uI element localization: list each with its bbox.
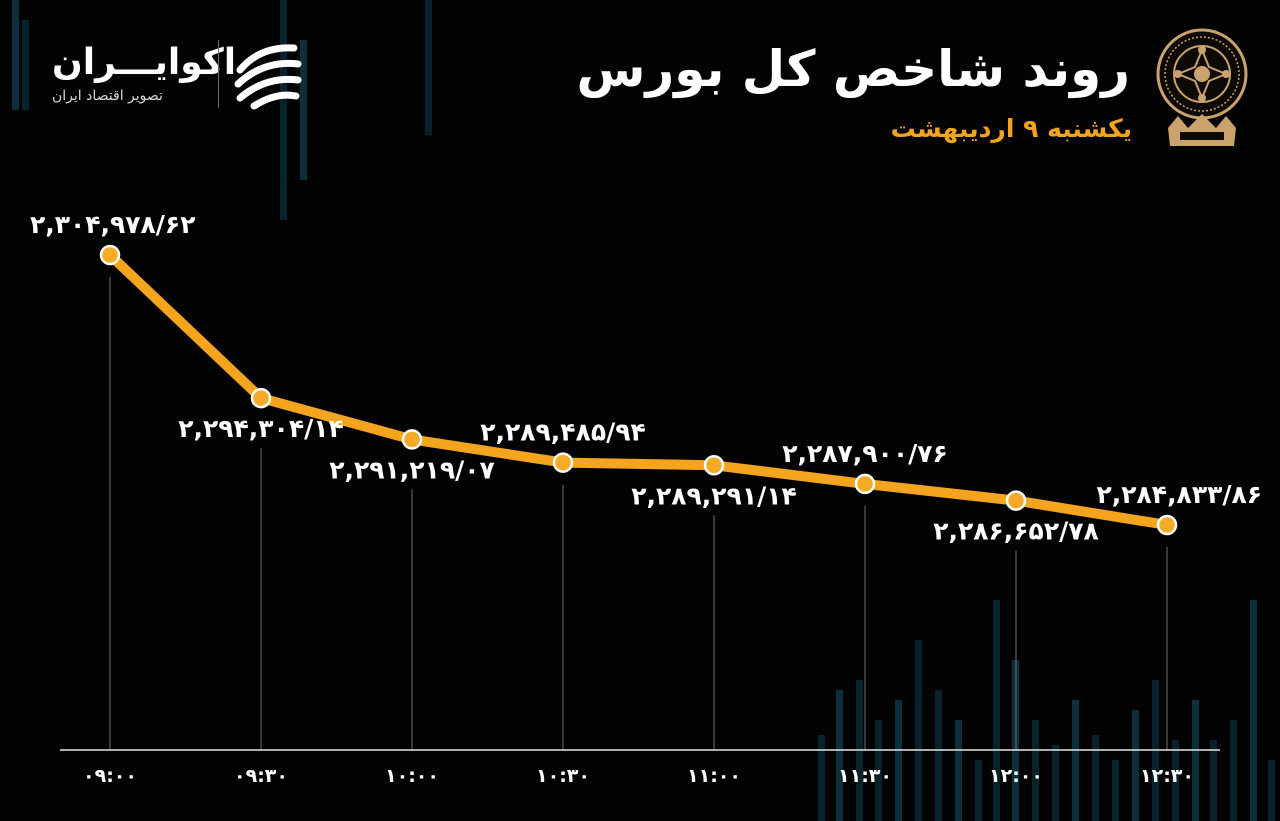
- data-label: ۲,۲۸۷,۹۰۰/۷۶: [782, 439, 947, 468]
- background-bar: [935, 690, 942, 821]
- data-point: [1156, 514, 1178, 536]
- background-bar: [895, 700, 902, 821]
- data-point: [99, 244, 121, 266]
- data-label: ۲,۲۸۹,۲۹۱/۱۴: [631, 481, 796, 510]
- data-point: [552, 452, 574, 473]
- background-bar: [915, 640, 922, 821]
- background-bar: [1132, 710, 1139, 821]
- x-tick-labels: ۰۹:۰۰ ۰۹:۳۰ ۱۰:۰۰ ۱۰:۳۰ ۱۱:۰۰ ۱۱:۳۰ ۱۲:۰۰ ۱۲:۳۰: [83, 765, 1194, 787]
- background-bar: [1210, 740, 1217, 821]
- brand-name: اکوایـــران: [52, 42, 237, 83]
- background-bar: [1072, 700, 1079, 821]
- background-bar: [1230, 720, 1237, 821]
- data-markers: [99, 244, 1178, 536]
- data-point: [250, 387, 272, 409]
- background-bar: [875, 720, 882, 821]
- background-bar: [836, 690, 843, 821]
- data-point: [854, 473, 876, 495]
- data-label: ۲,۲۹۱,۲۱۹/۰۷: [329, 455, 494, 484]
- x-tick-label: ۰۹:۳۰: [234, 765, 288, 787]
- x-tick-label: ۱۰:۰۰: [385, 765, 439, 787]
- ecoiran-logo-icon: [234, 44, 302, 110]
- background-bar: [12, 0, 19, 110]
- background-bar: [818, 735, 825, 821]
- chart-title: روند شاخص کل بورس: [576, 40, 1130, 98]
- background-bar: [300, 40, 307, 180]
- background-bar: [1192, 700, 1199, 821]
- data-label: ۲,۲۹۴,۳۰۴/۱۴: [178, 414, 343, 443]
- data-point: [1005, 490, 1027, 511]
- background-bar: [1172, 740, 1179, 821]
- background-bar: [1268, 760, 1275, 821]
- background-bar: [1250, 600, 1257, 821]
- x-tick-label: ۱۱:۳۰: [838, 765, 892, 787]
- data-point: [401, 429, 423, 450]
- background-bar: [22, 20, 29, 110]
- vertical-guide-lines: [109, 277, 1168, 750]
- data-label: ۲,۲۸۴,۸۳۳/۸۶: [1097, 480, 1262, 509]
- data-label: ۲,۳۰۴,۹۷۸/۶۲: [30, 210, 195, 239]
- x-tick-label: ۱۲:۳۰: [1140, 765, 1194, 787]
- brand-tagline: تصویر اقتصاد ایران: [52, 88, 163, 104]
- background-bar: [1052, 745, 1059, 821]
- background-bar: [280, 0, 287, 220]
- data-label: ۲,۲۸۹,۴۸۵/۹۴: [480, 418, 645, 447]
- background-bar: [975, 760, 982, 821]
- brand-divider: [218, 40, 219, 108]
- background-bar: [993, 600, 1000, 821]
- chart-date: یکشنبه ۹ اردیبهشت: [890, 114, 1132, 143]
- background-bar: [1112, 760, 1119, 821]
- data-labels: ۲,۳۰۴,۹۷۸/۶۲ ۲,۲۹۴,۳۰۴/۱۴ ۲,۲۹۱,۲۱۹/۰۷ ۲,۲۸…: [30, 210, 1262, 546]
- data-label: ۲,۲۸۶,۶۵۲/۷۸: [933, 517, 1098, 546]
- background-bar: [1092, 735, 1099, 821]
- x-tick-label: ۱۱:۰۰: [687, 765, 741, 787]
- stock-exchange-logo: [1156, 28, 1248, 146]
- x-tick-label: ۱۰:۳۰: [536, 765, 590, 787]
- background-bar: [1032, 720, 1039, 821]
- background-bar: [425, 0, 432, 135]
- data-point: [703, 455, 725, 476]
- x-tick-label: ۱۲:۰۰: [989, 765, 1043, 787]
- background-bar: [955, 720, 962, 821]
- x-tick-label: ۰۹:۰۰: [83, 765, 137, 787]
- index-line: [105, 250, 1172, 530]
